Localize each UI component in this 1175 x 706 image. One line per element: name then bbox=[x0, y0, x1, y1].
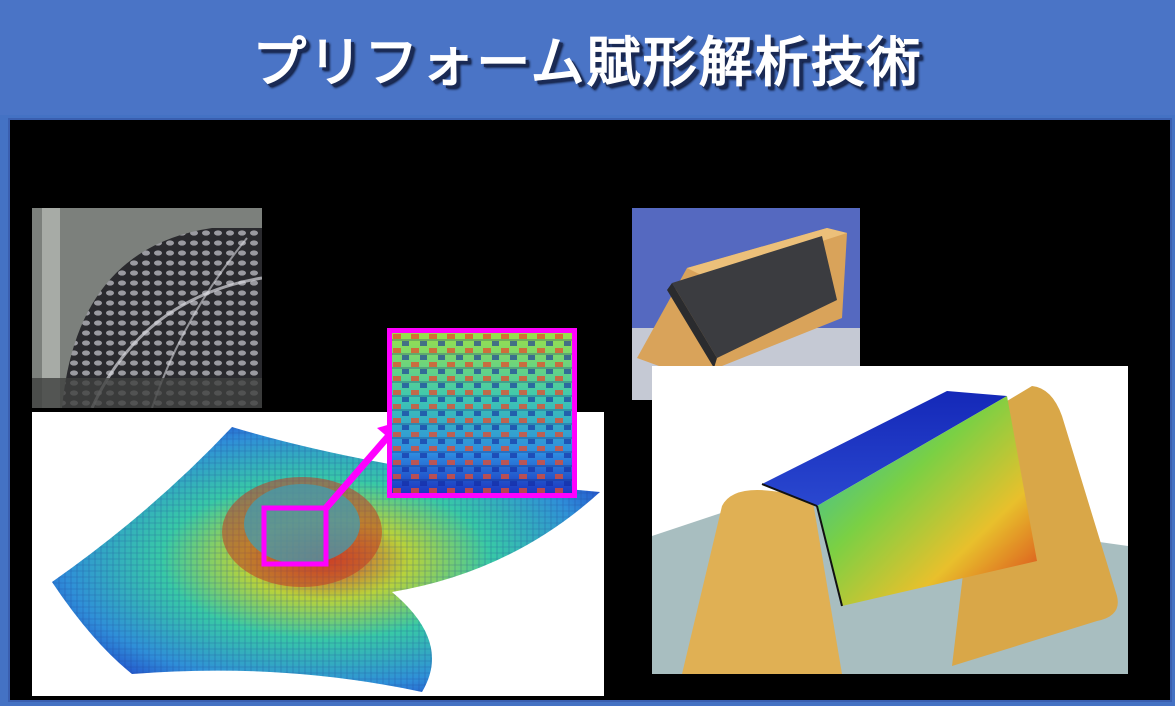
weave-zoom-inset bbox=[387, 328, 577, 498]
content-panel bbox=[8, 118, 1172, 702]
title-bar: プリフォーム賦形解析技術 bbox=[0, 0, 1175, 115]
carbon-fabric-dome-photo bbox=[32, 208, 262, 408]
page-title: プリフォーム賦形解析技術 bbox=[252, 31, 923, 94]
zoom-region-marker bbox=[261, 505, 329, 567]
mold-draping-simulation bbox=[652, 366, 1128, 674]
